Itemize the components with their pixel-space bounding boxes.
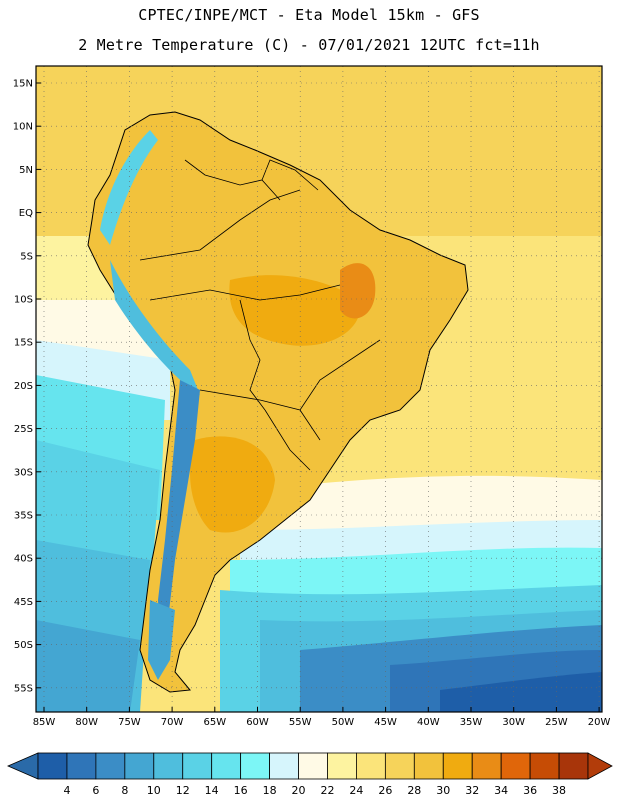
lat-label: 50S: [14, 640, 33, 651]
colorbar-label: 20: [292, 784, 306, 797]
map-frame: [35, 65, 603, 713]
chart-title-line2: 2 Metre Temperature (C) - 07/01/2021 12U…: [78, 36, 540, 54]
colorbar-label: 22: [320, 784, 334, 797]
colorbar-label: 18: [263, 784, 277, 797]
colorbar-under-arrow: [6, 752, 39, 780]
lon-label: 70W: [161, 717, 184, 728]
lat-label: 15N: [13, 79, 33, 90]
andes-north-ridge: [100, 130, 158, 245]
colorbar-label: 14: [205, 784, 219, 797]
colorbar-label: 16: [234, 784, 248, 797]
pacific-far-south-band: [36, 620, 140, 712]
colorbar-swatch: [153, 752, 184, 780]
lon-label: 45W: [374, 717, 397, 728]
colorbar-swatch: [95, 752, 126, 780]
colorbar-swatch: [66, 752, 97, 780]
lon-label: 60W: [246, 717, 269, 728]
lon-label: 75W: [118, 717, 141, 728]
lat-label: 10S: [14, 295, 33, 306]
colorbar-label: 6: [92, 784, 99, 797]
lat-label: 35S: [14, 511, 33, 522]
colorbar-label: 30: [436, 784, 450, 797]
colorbar-swatch: [124, 752, 155, 780]
patagonia-cold-region: [148, 600, 175, 680]
colorbar-swatch: [471, 752, 502, 780]
lat-label: EQ: [19, 208, 33, 219]
lat-label: 15S: [14, 338, 33, 349]
colorbar-swatch: [413, 752, 444, 780]
lon-label: 50W: [332, 717, 355, 728]
colorbar-label: 24: [349, 784, 363, 797]
colorbar-swatch: [240, 752, 270, 780]
colorbar-swatch: [442, 752, 473, 780]
lat-label: 5N: [19, 165, 33, 176]
colorbar-label: 8: [121, 784, 128, 797]
argentina-hot-region: [190, 436, 275, 533]
interior-hot-region: [229, 275, 361, 346]
lon-label: 40W: [417, 717, 440, 728]
lon-label: 85W: [33, 717, 56, 728]
lat-label: 55S: [14, 683, 33, 694]
colorbar-label: 32: [465, 784, 479, 797]
lon-label: 25W: [545, 717, 568, 728]
colorbar-swatch: [211, 752, 242, 780]
andes-south-ridge: [158, 380, 200, 640]
axis-ticks: 85W 80W 75W 70W 65W 60W 55W 50W 45W 40W 35W 30W 25W 2…: [13, 79, 611, 729]
colorbar-label: 26: [378, 784, 392, 797]
colorbar-label: 36: [523, 784, 537, 797]
lat-label: 45S: [14, 597, 33, 608]
south-america-landmass: [87, 111, 469, 693]
colorbar: 4 6 8 10 12 14 16 18 20 22 24 26 28 30 32 34 36 38: [6, 752, 613, 797]
colorbar-label: 10: [147, 784, 161, 797]
atlantic-coldest-band: [440, 672, 602, 712]
colorbar-swatch: [384, 752, 415, 780]
colorbar-swatch: [327, 752, 357, 780]
country-borders: [139, 159, 381, 471]
lon-label: 55W: [289, 717, 312, 728]
colorbar-swatch: [269, 752, 299, 780]
lon-label: 35W: [460, 717, 483, 728]
colorbar-label: 12: [176, 784, 190, 797]
lon-label: 65W: [203, 717, 226, 728]
lat-label: 10N: [13, 122, 33, 133]
lon-label: 30W: [502, 717, 525, 728]
colorbar-swatch: [500, 752, 531, 780]
colorbar-label: 38: [552, 784, 566, 797]
colorbar-swatch: [356, 752, 386, 780]
lat-label: 5S: [20, 251, 33, 262]
colorbar-label: 28: [407, 784, 421, 797]
lat-label: 25S: [14, 424, 33, 435]
colorbar-swatch: [558, 752, 589, 780]
colorbar-swatch: [529, 752, 560, 780]
lat-label: 30S: [14, 467, 33, 478]
map-field: [36, 66, 602, 712]
colorbar-label: 4: [63, 784, 70, 797]
colorbar-swatch: [37, 752, 68, 780]
colorbar-over-arrow: [587, 752, 613, 780]
colorbar-label: 34: [494, 784, 508, 797]
lat-label: 40S: [14, 554, 33, 565]
andes-central-ridge: [110, 260, 200, 395]
northeast-hot-spot: [340, 263, 376, 319]
colorbar-swatch: [182, 752, 213, 780]
lon-label: 20W: [588, 717, 611, 728]
chart-title-line1: CPTEC/INPE/MCT - Eta Model 15km - GFS: [138, 6, 480, 24]
lat-label: 20S: [14, 381, 33, 392]
lon-label: 80W: [75, 717, 98, 728]
colorbar-swatch: [298, 752, 328, 780]
